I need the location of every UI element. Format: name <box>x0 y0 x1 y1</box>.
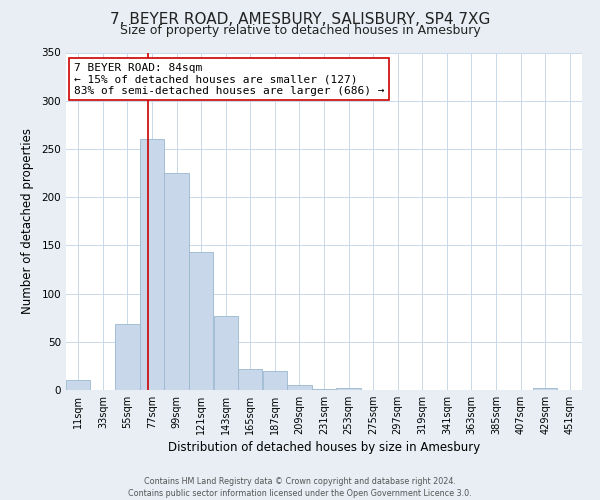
Bar <box>312 389 336 390</box>
Text: Contains HM Land Registry data © Crown copyright and database right 2024.
Contai: Contains HM Land Registry data © Crown c… <box>128 476 472 498</box>
Bar <box>287 385 311 390</box>
X-axis label: Distribution of detached houses by size in Amesbury: Distribution of detached houses by size … <box>168 442 480 454</box>
Bar <box>533 388 557 390</box>
Bar <box>189 252 213 390</box>
Bar <box>214 316 238 390</box>
Bar <box>337 388 361 390</box>
Bar <box>238 369 262 390</box>
Text: 7, BEYER ROAD, AMESBURY, SALISBURY, SP4 7XG: 7, BEYER ROAD, AMESBURY, SALISBURY, SP4 … <box>110 12 490 28</box>
Bar <box>140 140 164 390</box>
Bar <box>115 324 140 390</box>
Text: Size of property relative to detached houses in Amesbury: Size of property relative to detached ho… <box>119 24 481 37</box>
Text: 7 BEYER ROAD: 84sqm
← 15% of detached houses are smaller (127)
83% of semi-detac: 7 BEYER ROAD: 84sqm ← 15% of detached ho… <box>74 62 384 96</box>
Bar <box>263 370 287 390</box>
Bar <box>66 380 91 390</box>
Bar <box>164 173 188 390</box>
Y-axis label: Number of detached properties: Number of detached properties <box>22 128 34 314</box>
